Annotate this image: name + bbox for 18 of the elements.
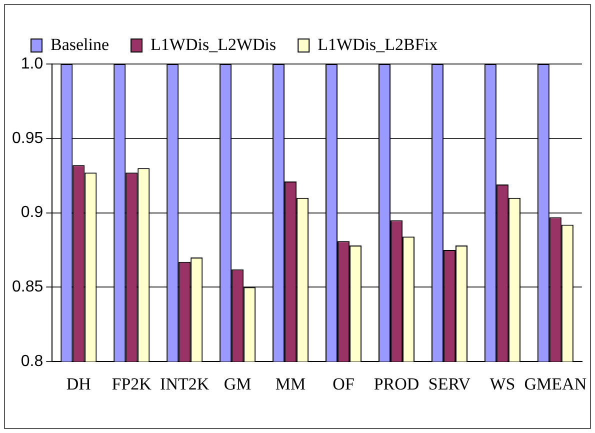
y-tick-label: 0.9 <box>20 204 44 222</box>
legend-label: Baseline <box>50 34 110 54</box>
x-tick-label: WS <box>490 374 516 394</box>
y-tick-label: 0.85 <box>12 278 44 296</box>
legend-label: L1WDis_L2WDis <box>150 34 276 54</box>
x-tick-label: OF <box>332 374 354 394</box>
x-tick-label: PROD <box>374 374 420 394</box>
x-tick-label: GMEAN <box>524 374 587 394</box>
y-tick-label: 1.0 <box>20 55 44 72</box>
x-tick-label: SERV <box>428 374 472 394</box>
x-tick-label: INT2K <box>160 374 210 394</box>
y-tick-label: 0.95 <box>12 130 44 147</box>
y-tick-label: 0.8 <box>20 353 44 370</box>
x-tick-label: GM <box>224 374 252 394</box>
x-tick-label: MM <box>275 374 306 394</box>
legend-label: L1WDis_L2BFix <box>318 34 438 54</box>
x-tick-label: FP2K <box>112 374 152 394</box>
x-tick-label: DH <box>66 374 91 394</box>
